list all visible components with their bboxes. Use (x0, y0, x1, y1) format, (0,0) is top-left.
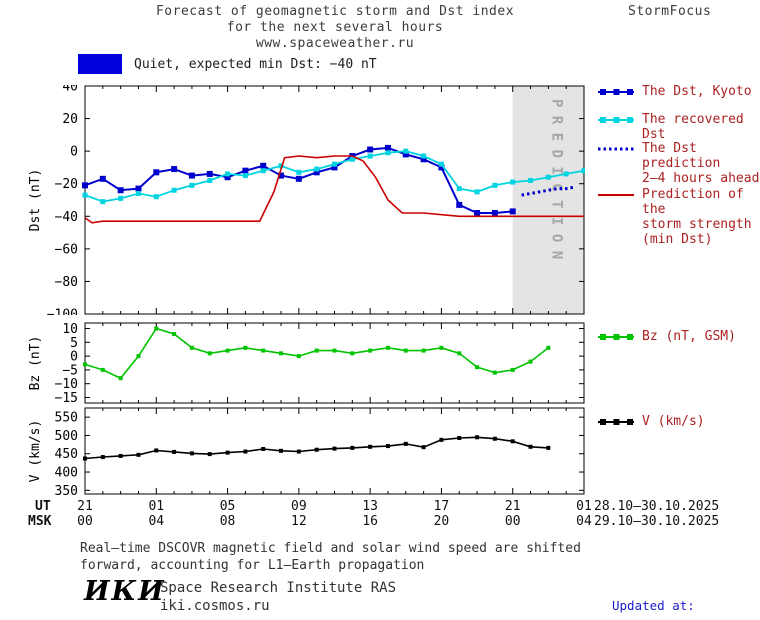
svg-text:−100: −100 (47, 308, 78, 316)
title-line-1: Forecast of geomagnetic storm and Dst in… (155, 4, 515, 19)
msk-date-range: 29.10—30.10.2025 (594, 514, 720, 529)
svg-text:20: 20 (62, 112, 78, 127)
legend-bz: Bz (nT, GSM) (597, 329, 736, 344)
x-tick-label: 20 (433, 514, 450, 529)
status-color-swatch (78, 54, 122, 74)
svg-text:Bz (nT): Bz (nT) (28, 336, 43, 391)
recovered-dst-key-icon (598, 117, 634, 123)
page-title: Forecast of geomagnetic storm and Dst in… (85, 4, 585, 52)
legend-text-line: The Dst prediction (642, 141, 721, 171)
svg-text:−80: −80 (55, 275, 78, 290)
legend-text-line: The Dst, Kyoto (642, 84, 752, 99)
x-tick-label: 09 (291, 499, 307, 514)
svg-text:Dst (nT): Dst (nT) (28, 169, 43, 232)
legend-text-line: Bz (nT, GSM) (642, 329, 736, 344)
svg-text:350: 350 (55, 484, 78, 495)
status-text: Quiet, expected min Dst: −40 nT (134, 56, 377, 72)
legend-text-line: Prediction of the (642, 187, 744, 217)
x-tick-label: 17 (433, 499, 450, 514)
svg-text:10: 10 (62, 322, 78, 337)
svg-text:−40: −40 (55, 210, 78, 225)
svg-text:−20: −20 (55, 177, 78, 192)
v-chart: 550 500 450 400 350 V (km/s) (28, 407, 585, 495)
legend-storm-strength: Prediction of the storm strength (min Dst) (597, 187, 760, 247)
svg-text:0: 0 (70, 145, 78, 160)
svg-text:550: 550 (55, 411, 78, 426)
svg-text:5: 5 (70, 336, 78, 351)
institute-name: Space Research Institute RAS (160, 580, 397, 596)
x-tick-label: 00 (77, 514, 93, 529)
title-line-2: for the next several hours (226, 20, 444, 35)
legend-text-line: storm strength (642, 217, 752, 232)
ut-tick-row: 21 01 05 09 13 17 21 01 (0, 499, 760, 515)
updated-block: Updated at: UT 21:05, 29.10.2025 MSK 00:… (599, 566, 757, 620)
svg-text:40: 40 (62, 85, 78, 95)
legend-v: V (km/s) (597, 414, 705, 429)
svg-text:P R E D I C T I O N: P R E D I C T I O N (548, 99, 564, 259)
x-tick-label: 00 (504, 514, 521, 529)
svg-text:−10: −10 (55, 377, 78, 392)
msk-tick-row: 00 04 08 12 16 20 00 04 (0, 514, 760, 530)
svg-text:−5: −5 (62, 363, 78, 378)
iki-site-link[interactable]: iki.cosmos.ru (160, 598, 270, 614)
site-link[interactable]: www.spaceweather.ru (255, 36, 415, 51)
note-line-1: Real—time DSCOVR magnetic field and sola… (80, 541, 581, 556)
x-tick-label: 04 (576, 514, 592, 529)
storm-strength-key-icon (598, 194, 634, 196)
dst-kyoto-key-icon (598, 89, 634, 95)
x-tick-label: 16 (362, 514, 378, 529)
svg-text:400: 400 (55, 466, 78, 481)
legend-label-recovered-dst: The recovered Dst (642, 112, 760, 142)
legend-label-storm-strength: Prediction of the storm strength (min Dst) (642, 187, 760, 247)
legend-label-dst-kyoto: The Dst, Kyoto (642, 84, 752, 99)
x-tick-label: 08 (219, 514, 236, 529)
x-tick-label: 01 (576, 499, 592, 514)
x-tick-label: 05 (219, 499, 236, 514)
legend-dst-prediction: The Dst prediction 2—4 hours ahead (597, 141, 760, 186)
svg-text:−60: −60 (55, 242, 78, 257)
msk-axis-label: MSK (28, 514, 52, 529)
legend-label-bz: Bz (nT, GSM) (642, 329, 736, 344)
svg-text:0: 0 (70, 350, 78, 365)
legend-dst-kyoto: The Dst, Kyoto (597, 84, 752, 99)
x-tick-label: 21 (77, 499, 93, 514)
dst-prediction-key-icon (598, 147, 634, 151)
svg-text:500: 500 (55, 429, 78, 444)
legend-label-v: V (km/s) (642, 414, 705, 429)
legend-label-dst-prediction: The Dst prediction 2—4 hours ahead (642, 141, 760, 186)
legend-recovered-dst: The recovered Dst (597, 112, 760, 142)
x-tick-label: 13 (362, 499, 378, 514)
x-tick-label: 04 (148, 514, 165, 529)
updated-label: Updated at: (612, 598, 695, 613)
svg-text:450: 450 (55, 447, 78, 462)
ut-axis-label: UT (35, 499, 51, 514)
legend-text-line: (min Dst) (642, 232, 713, 247)
dst-chart: P R E D I C T I O N 40 20 0 −20 −40 −60 −80 −100… (28, 85, 585, 316)
legend-text-line: V (km/s) (642, 414, 705, 429)
v-key-icon (598, 419, 634, 425)
svg-text:V (km/s): V (km/s) (28, 420, 43, 483)
bz-key-icon (598, 334, 634, 340)
status-banner: Quiet, expected min Dst: −40 nT (78, 54, 377, 74)
x-tick-label: 01 (148, 499, 165, 514)
svg-text:−15: −15 (55, 391, 78, 404)
x-tick-label: 21 (504, 499, 521, 514)
legend-text-line: 2—4 hours ahead (642, 171, 760, 186)
legend-text-line: The recovered Dst (642, 112, 744, 142)
ut-date-range: 28.10—30.10.2025 (594, 499, 720, 514)
note-line-2: forward, accounting for L1—Earth propaga… (80, 558, 425, 573)
propagation-note: Real—time DSCOVR magnetic field and sola… (80, 540, 581, 574)
iki-logo: ИКИ (84, 576, 166, 607)
brand-stormfocus: StormFocus (628, 4, 712, 19)
x-tick-label: 12 (291, 514, 307, 529)
